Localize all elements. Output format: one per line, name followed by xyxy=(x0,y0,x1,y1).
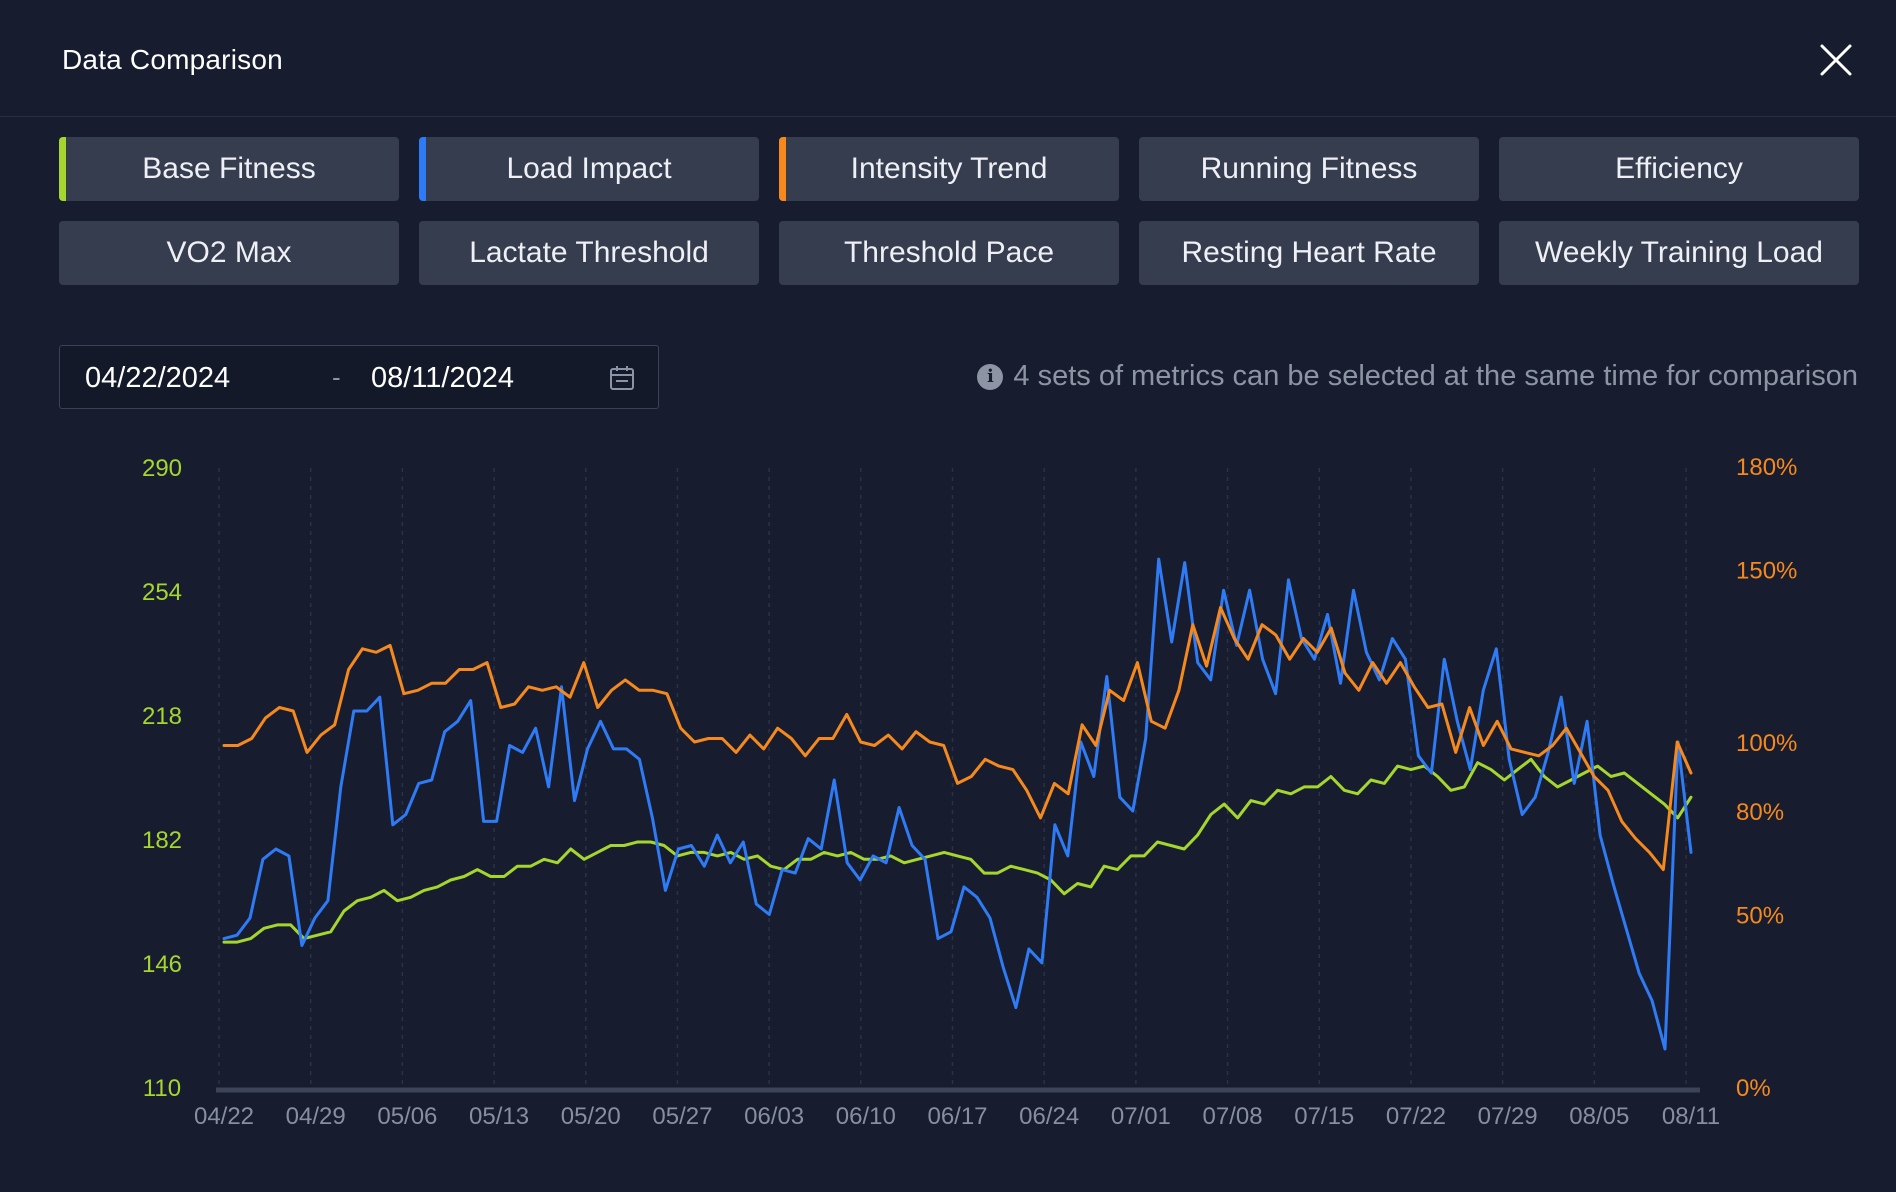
hint-text: 4 sets of metrics can be selected at the… xyxy=(1013,360,1858,392)
right-axis-ticks: 180% 150% 100% 80% 50% 0% xyxy=(1736,454,1797,1102)
x-tick-label: 07/29 xyxy=(1478,1103,1538,1130)
right-y-tick-label: 80% xyxy=(1736,799,1784,826)
metric-label: Lactate Threshold xyxy=(469,236,709,269)
x-tick-label: 06/10 xyxy=(836,1103,896,1130)
left-y-tick-label: 146 xyxy=(142,951,182,978)
x-tick-label: 08/11 xyxy=(1662,1103,1720,1130)
metric-label: Running Fitness xyxy=(1200,152,1418,185)
info-icon: i xyxy=(977,363,1004,390)
metric-button-threshold-pace[interactable]: Threshold Pace xyxy=(779,221,1119,285)
series-line-intensity-trend xyxy=(222,606,1693,872)
metric-label: Weekly Training Load xyxy=(1535,236,1823,269)
series-line-base-fitness xyxy=(222,757,1693,944)
selected-accent-bar xyxy=(779,137,786,201)
metric-button-base-fitness[interactable]: Base Fitness xyxy=(59,137,399,201)
x-tick-label: 05/13 xyxy=(469,1103,529,1130)
x-tick-label: 06/03 xyxy=(744,1103,804,1130)
modal-title: Data Comparison xyxy=(62,44,283,75)
left-y-tick-label: 182 xyxy=(142,827,182,854)
metric-label: Efficiency xyxy=(1615,152,1743,185)
close-icon xyxy=(1820,44,1852,76)
modal-header: Data Comparison xyxy=(0,0,1896,117)
metric-label: Threshold Pace xyxy=(843,236,1055,269)
metric-label: Resting Heart Rate xyxy=(1181,236,1437,269)
left-y-tick-label: 290 xyxy=(142,455,182,482)
x-axis-ticks: 04/22 04/29 05/06 05/13 05/20 05/27 06/03 06/10… xyxy=(194,1103,1720,1130)
x-tick-label: 04/29 xyxy=(286,1103,346,1130)
metric-label: Base Fitness xyxy=(142,152,316,185)
right-y-tick-label: 100% xyxy=(1736,730,1797,757)
right-y-tick-label: 180% xyxy=(1736,454,1797,481)
metric-label: VO2 Max xyxy=(166,236,292,269)
x-tick-label: 06/17 xyxy=(927,1103,987,1130)
metric-label: Load Impact xyxy=(506,152,672,185)
x-tick-label: 07/01 xyxy=(1111,1103,1171,1130)
chart-series xyxy=(222,557,1693,1051)
series-line-load-impact xyxy=(222,557,1693,1051)
metric-button-weekly-training-load[interactable]: Weekly Training Load xyxy=(1499,221,1859,285)
left-y-tick-label: 110 xyxy=(143,1075,181,1102)
date-separator: - xyxy=(332,362,341,392)
end-date-input[interactable]: 08/11/2024 xyxy=(371,362,514,394)
calendar-icon[interactable] xyxy=(609,365,635,391)
start-date-input[interactable]: 04/22/2024 xyxy=(85,362,231,394)
right-y-tick-label: 150% xyxy=(1736,558,1797,585)
metric-button-running-fitness[interactable]: Running Fitness xyxy=(1139,137,1479,201)
close-button[interactable] xyxy=(1816,40,1856,80)
metric-button-vo2-max[interactable]: VO2 Max xyxy=(59,221,399,285)
left-y-tick-label: 254 xyxy=(142,579,182,606)
x-tick-label: 04/22 xyxy=(194,1103,254,1130)
metric-button-lactate-threshold[interactable]: Lactate Threshold xyxy=(419,221,759,285)
right-y-tick-label: 50% xyxy=(1736,903,1784,930)
right-y-tick-label: 0% xyxy=(1736,1075,1771,1102)
metric-button-intensity-trend[interactable]: Intensity Trend xyxy=(779,137,1119,201)
metric-button-resting-heart-rate[interactable]: Resting Heart Rate xyxy=(1139,221,1479,285)
x-tick-label: 05/06 xyxy=(377,1103,437,1130)
x-tick-label: 07/15 xyxy=(1294,1103,1354,1130)
left-y-tick-label: 218 xyxy=(142,703,182,730)
x-tick-label: 05/20 xyxy=(561,1103,621,1130)
comparison-hint: i 4 sets of metrics can be selected at t… xyxy=(944,360,1858,393)
x-tick-label: 06/24 xyxy=(1019,1103,1079,1130)
x-tick-label: 08/05 xyxy=(1569,1103,1629,1130)
selected-accent-bar xyxy=(59,137,66,201)
metric-button-load-impact[interactable]: Load Impact xyxy=(419,137,759,201)
metric-label: Intensity Trend xyxy=(850,152,1048,185)
date-range-picker[interactable]: 04/22/2024 - 08/11/2024 xyxy=(59,345,659,409)
x-tick-label: 07/08 xyxy=(1203,1103,1263,1130)
selected-accent-bar xyxy=(419,137,426,201)
x-tick-label: 07/22 xyxy=(1386,1103,1446,1130)
metric-button-efficiency[interactable]: Efficiency xyxy=(1499,137,1859,201)
chart-grid xyxy=(218,468,1687,1086)
x-tick-label: 05/27 xyxy=(652,1103,712,1130)
left-axis-ticks: 290 254 218 182 146 110 xyxy=(142,455,182,1102)
